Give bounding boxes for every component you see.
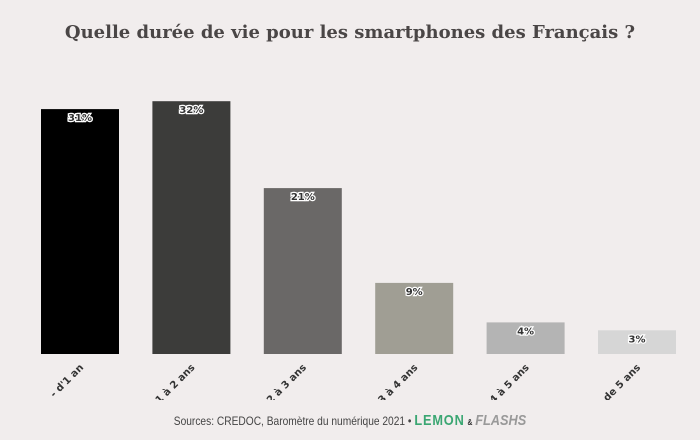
data-label: 3%: [629, 334, 646, 345]
flashs-logo: FLASHS: [475, 412, 527, 429]
lemon-logo: LEMON: [414, 412, 465, 429]
chart-title: Quelle durée de vie pour les smartphones…: [64, 22, 636, 43]
bar: [263, 188, 342, 354]
data-label: 4%: [517, 326, 534, 337]
x-tick-label: 2 à 3 ans: [264, 362, 309, 400]
bar: [41, 109, 119, 354]
footer: Sources: CREDOC, Baromètre du numérique …: [53, 412, 648, 429]
bar: [598, 330, 676, 354]
data-label: 9%: [406, 287, 423, 298]
x-tick-label: 4 à 5 ans: [487, 362, 532, 400]
x-tick-label: - d'1 an: [49, 362, 87, 400]
data-label: 32%: [179, 105, 203, 116]
logo-ampersand: &: [467, 418, 473, 427]
data-label: 21%: [291, 192, 315, 203]
x-tick-label: 1 à 2 ans: [153, 362, 198, 400]
source-text: Sources: CREDOC, Baromètre du numérique …: [173, 414, 412, 428]
x-tick-label: + de 5 ans: [593, 362, 643, 400]
bar-chart: 31% - d'1 an 32% 1 à 2 ans 21% 2 à 3 ans 9% 3 à…: [41, 101, 676, 400]
data-label: 31%: [68, 113, 92, 124]
bar: [486, 322, 565, 354]
x-tick-label: 3 à 4 ans: [376, 362, 421, 400]
bar: [375, 282, 454, 354]
bar: [152, 101, 231, 354]
